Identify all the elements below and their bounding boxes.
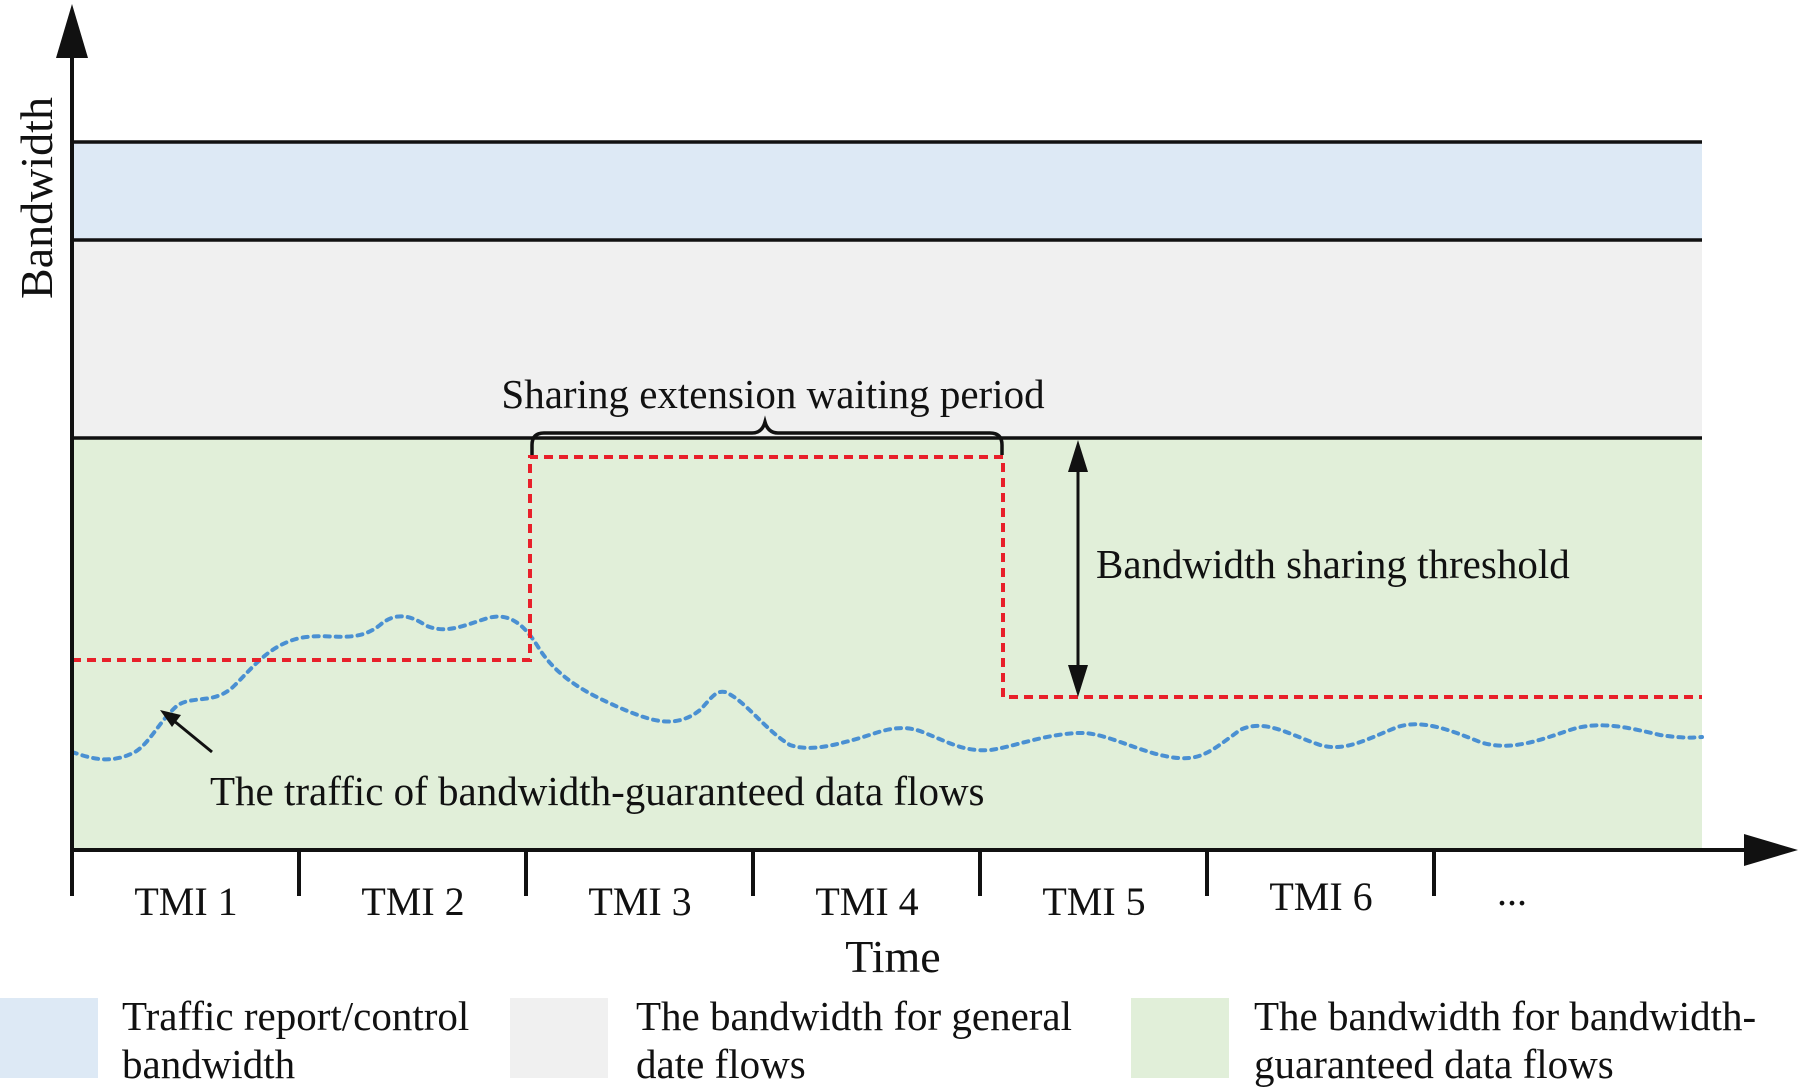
legend-swatch-general	[510, 998, 608, 1078]
interval-label-3: TMI 3	[588, 879, 691, 924]
legend-swatch-guaranteed	[1131, 998, 1229, 1078]
guaranteed-band	[72, 438, 1702, 850]
general-band	[72, 240, 1702, 438]
legend-label-general-line2: date flows	[636, 1041, 806, 1087]
traffic-pointer-arrow-head	[160, 710, 181, 727]
sharing-threshold-line	[72, 455, 1702, 699]
interval-label-1: TMI 1	[134, 879, 237, 924]
legend-label-control-line2: bandwidth	[122, 1041, 295, 1087]
legend-label-control-line1: Traffic report/control	[122, 993, 469, 1039]
threshold-arrow-head-up	[1068, 440, 1088, 472]
waiting-period-label: Sharing extension waiting period	[501, 371, 1044, 417]
x-axis-title: Time	[845, 931, 940, 982]
interval-label-4: TMI 4	[815, 879, 918, 924]
legend-label-guaranteed-line2: guaranteed data flows	[1254, 1041, 1614, 1087]
threshold-arrow-head-down	[1068, 665, 1088, 697]
control-band	[72, 142, 1702, 240]
waiting-period-brace	[530, 415, 1004, 455]
x-axis-arrowhead	[1744, 834, 1798, 866]
y-axis-arrowhead	[56, 4, 88, 58]
threshold-label: Bandwidth sharing threshold	[1096, 541, 1570, 587]
interval-label-5: TMI 5	[1042, 879, 1145, 924]
traffic-label: The traffic of bandwidth-guaranteed data…	[210, 768, 985, 814]
interval-label-2: TMI 2	[361, 879, 464, 924]
interval-label-ellipsis: ...	[1497, 869, 1527, 914]
legend: Traffic report/control bandwidth The ban…	[0, 993, 1756, 1087]
legend-label-general-line1: The bandwidth for general	[636, 993, 1072, 1039]
y-axis-title: Bandwidth	[11, 97, 62, 299]
legend-label-guaranteed-line1: The bandwidth for bandwidth-	[1254, 993, 1756, 1039]
traffic-curve	[70, 614, 1704, 762]
interval-label-6: TMI 6	[1269, 874, 1372, 919]
legend-swatch-control	[0, 998, 98, 1078]
interval-ticks	[70, 850, 1436, 896]
